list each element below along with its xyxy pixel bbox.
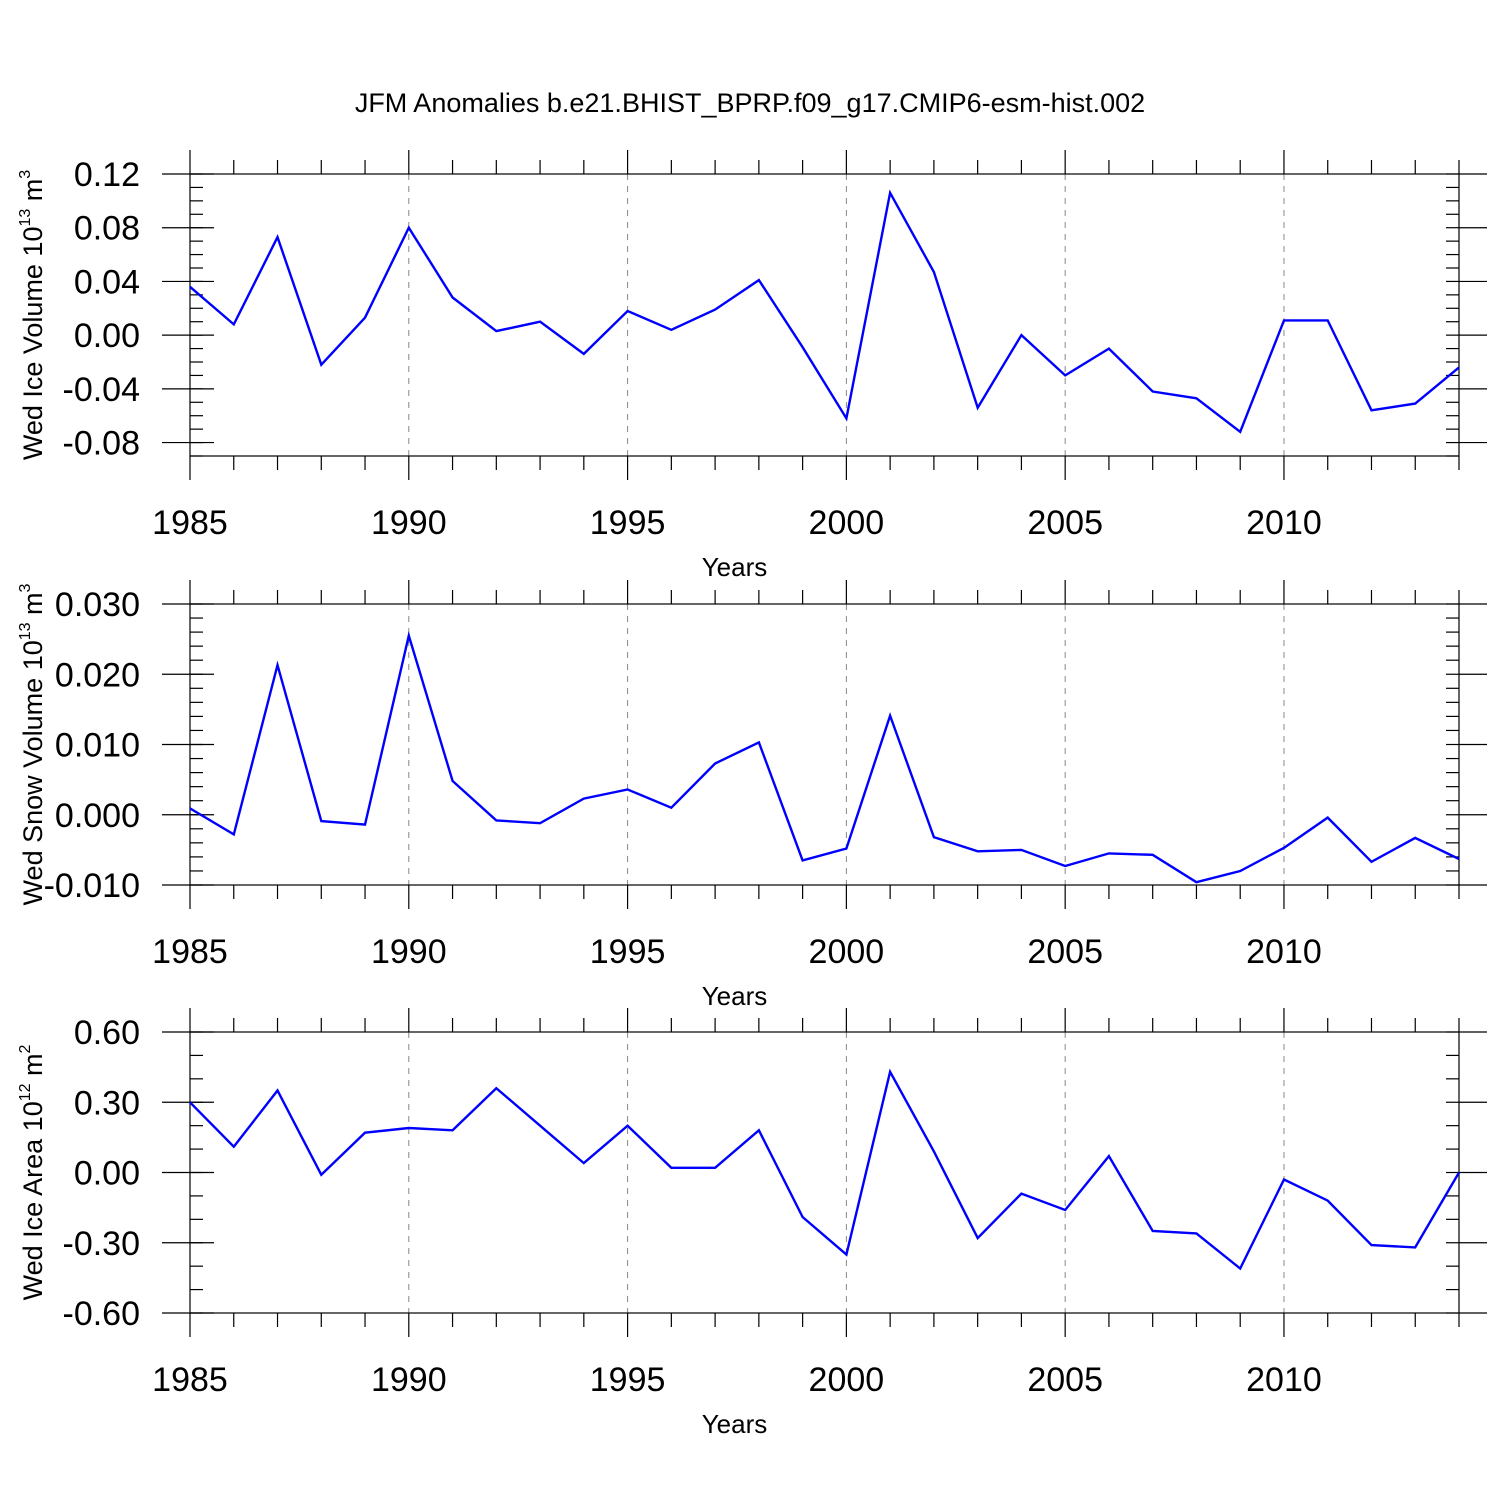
y-axis-label-superscript: 13: [17, 209, 34, 227]
x-tick-label: 2005: [1027, 504, 1103, 542]
series-line: [189, 189, 1460, 434]
x-tick-label: 2000: [809, 933, 885, 971]
panel-3: 1985 1990 1995 2000 2005 2010 0.60 0.30 0.00 -0.3…: [17, 1008, 1487, 1439]
y-axis-label-part: m: [18, 1053, 48, 1083]
x-axis-label: Years: [702, 552, 768, 582]
panel-2: 1985 1990 1995 2000 2005 2010 0.030 0.020 0.010 0…: [17, 580, 1487, 1011]
plot-frame: [189, 603, 1460, 886]
y-axis-label-part: Wed Ice Volume 10: [18, 227, 48, 461]
y-tick-label: 0.08: [74, 210, 140, 248]
series-line: [189, 630, 1460, 884]
x-axis-label: Years: [702, 1409, 768, 1439]
x-tick-label: 1990: [371, 1361, 447, 1399]
y-axis-label: Wed Ice Area 1012 m2: [17, 1044, 48, 1300]
panels-group: 1985 1990 1995 2000 2005 2010 0.12 0.08 0.04 0.00…: [17, 150, 1487, 1439]
y-tick-label: 0.12: [74, 156, 140, 194]
series-line: [189, 1068, 1461, 1271]
y-tick-label: 0.04: [74, 263, 140, 301]
x-tick-label: 1985: [152, 504, 228, 542]
y-tick-label: 0.020: [55, 656, 140, 694]
x-tick-label: 1995: [590, 504, 666, 542]
x-axis-label: Years: [702, 981, 768, 1011]
y-axis-label-part: m: [18, 592, 48, 622]
y-axis-label-superscript: 12: [17, 1083, 34, 1101]
y-tick-label: -0.60: [63, 1295, 141, 1333]
y-axis-label-superscript: 13: [17, 622, 34, 640]
y-tick-label: 0.60: [74, 1014, 140, 1052]
y-tick-label: 0.00: [74, 1155, 140, 1193]
x-tick-label: 2010: [1246, 504, 1322, 542]
y-axis-label: Wed Ice Volume 1013 m3: [17, 170, 48, 460]
x-tick-label: 2010: [1246, 1361, 1322, 1399]
x-tick-label: 1985: [152, 1361, 228, 1399]
x-tick-label: 1990: [371, 933, 447, 971]
x-tick-label: 2010: [1246, 933, 1322, 971]
x-tick-label: 1990: [371, 504, 447, 542]
figure-title: JFM Anomalies b.e21.BHIST_BPRP.f09_g17.C…: [355, 88, 1145, 118]
x-tick-label: 2000: [809, 1361, 885, 1399]
y-tick-label: -0.04: [63, 371, 141, 409]
y-axis-label: Wed Snow Volume 1013 m3: [17, 583, 48, 905]
y-axis-label-superscript: 2: [17, 1044, 34, 1053]
x-tick-label: 1985: [152, 933, 228, 971]
x-tick-label: 2005: [1027, 1361, 1103, 1399]
y-tick-label: 0.010: [55, 727, 140, 765]
y-axis-label-part: Wed Ice Area 10: [18, 1101, 48, 1300]
y-tick-label: 0.00: [74, 317, 140, 355]
x-tick-label: 1995: [590, 933, 666, 971]
y-tick-label: -0.08: [63, 425, 141, 463]
plot-frame: [189, 173, 1460, 457]
y-axis-label-superscript: 3: [17, 170, 34, 179]
y-axis-label-part: m: [18, 179, 48, 209]
y-axis-label-superscript: 3: [17, 583, 34, 592]
x-tick-label: 2000: [809, 504, 885, 542]
x-tick-label: 1995: [590, 1361, 666, 1399]
y-axis-label-part: Wed Snow Volume 10: [18, 640, 48, 905]
y-tick-label: -0.30: [63, 1225, 141, 1263]
x-tick-label: 2005: [1027, 933, 1103, 971]
panel-1: 1985 1990 1995 2000 2005 2010 0.12 0.08 0.04 0.00…: [17, 150, 1487, 582]
y-tick-label: -0.010: [44, 867, 140, 905]
y-tick-label: 0.030: [55, 586, 140, 624]
plot-frame: [189, 1031, 1460, 1314]
y-tick-label: 0.30: [74, 1084, 140, 1122]
y-tick-label: 0.000: [55, 797, 140, 835]
